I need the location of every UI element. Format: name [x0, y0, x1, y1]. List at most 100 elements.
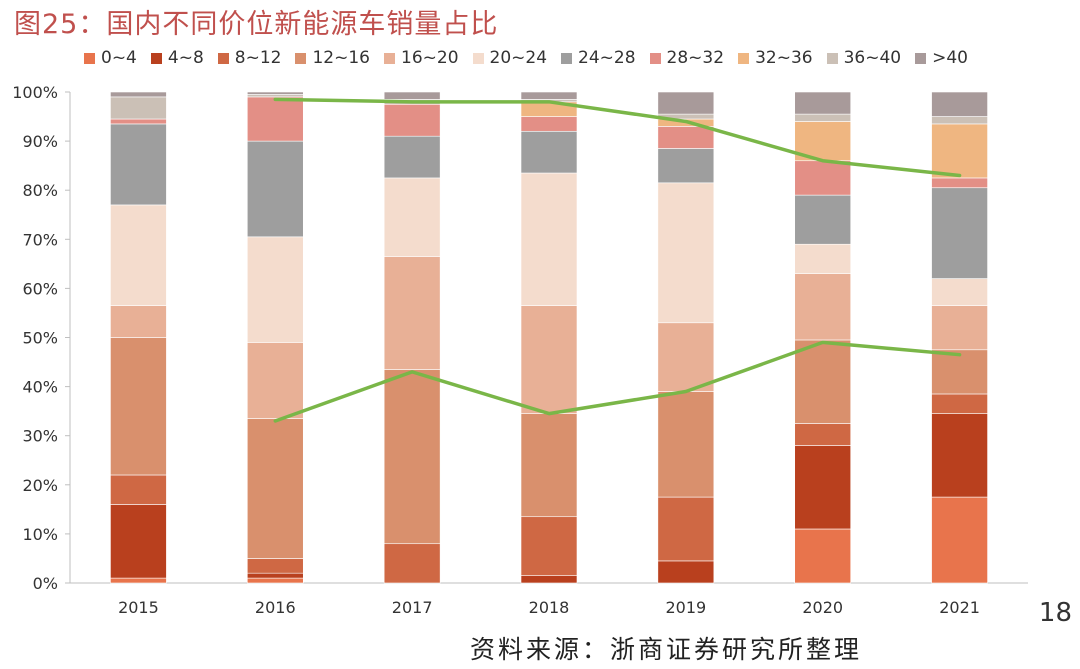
bar-segment [246, 96, 304, 142]
bar-segment [246, 572, 304, 579]
bar-segment [246, 558, 304, 574]
bar-segment [520, 172, 578, 306]
legend-label: 12~16 [312, 48, 370, 68]
bar-segment [110, 577, 167, 584]
legend-item: 8~12 [217, 48, 282, 68]
bar-segment [246, 342, 304, 419]
bar-segment [520, 516, 578, 576]
legend-swatch [295, 52, 307, 64]
bar-segment [110, 504, 167, 579]
bar-segment [657, 91, 715, 115]
legend-swatch [84, 52, 95, 64]
x-tick-label: 2016 [255, 598, 296, 617]
legend-item: 20~24 [472, 48, 548, 68]
bar-segment [931, 413, 988, 498]
y-tick-label: 40% [22, 378, 58, 397]
page-number: 18 [1038, 598, 1072, 628]
bar-segment [110, 337, 167, 476]
legend-item: >40 [915, 48, 968, 68]
bar-segment [794, 445, 852, 530]
legend-label: 28~32 [666, 48, 725, 68]
bar-segment [794, 273, 852, 341]
legend-label: 36~40 [843, 48, 902, 68]
legend-label: 16~20 [401, 48, 459, 68]
bar-segment [931, 116, 988, 125]
legend-label: 8~12 [234, 48, 282, 68]
legend-label: >40 [932, 48, 968, 68]
bar-segment [520, 413, 578, 518]
bar-segment [246, 418, 304, 559]
bar-segment [246, 140, 304, 238]
bar-segment [110, 118, 167, 125]
bar-segment [657, 148, 715, 184]
legend-swatch [915, 52, 927, 64]
y-tick-label: 0% [33, 574, 58, 593]
y-tick-label: 20% [22, 476, 58, 495]
y-tick-label: 70% [22, 230, 58, 249]
bar-segment [246, 577, 304, 584]
bar-segment [794, 160, 852, 196]
bar-segment [383, 369, 441, 545]
legend-item: 32~36 [738, 48, 813, 68]
legend-item: 0~4 [84, 48, 137, 68]
x-tick-label: 2018 [529, 598, 570, 617]
bar-segment [246, 91, 304, 95]
bar-segment [110, 96, 167, 120]
legend-swatch [384, 52, 395, 64]
legend-swatch [738, 52, 750, 64]
bar-segment [794, 423, 852, 446]
x-tick-label: 2015 [118, 598, 159, 617]
bar-segment [383, 543, 441, 584]
bar-segment [931, 123, 988, 179]
bar-segment [383, 91, 441, 100]
bar-segment [110, 474, 167, 505]
y-tick-label: 10% [22, 525, 58, 544]
bar-segment [931, 393, 988, 414]
bar-segment [383, 177, 441, 257]
bar-segment [110, 204, 167, 306]
bar-segment [794, 528, 852, 584]
bar-segment [520, 575, 578, 584]
bar-segment [931, 91, 988, 117]
x-tick-label: 2021 [939, 598, 980, 617]
bar-segment [110, 91, 167, 98]
y-tick-label: 100% [12, 83, 58, 102]
x-tick-label: 2020 [802, 598, 843, 617]
legend-swatch [217, 52, 229, 64]
legend-swatch [561, 52, 573, 64]
legend-label: 24~28 [578, 48, 636, 68]
source-note: 资料来源：浙商证券研究所整理 [470, 635, 863, 664]
legend-label: 0~4 [101, 48, 137, 68]
bar-segment [931, 177, 988, 189]
y-tick-label: 50% [22, 329, 58, 348]
bar-segment [520, 91, 578, 100]
legend-label: 20~24 [489, 48, 548, 68]
bar-segment [520, 130, 578, 174]
legend-swatch [472, 52, 484, 64]
legend-item: 28~32 [649, 48, 725, 68]
bar-segment [657, 126, 715, 149]
trend-line [273, 340, 962, 423]
y-tick-label: 90% [22, 132, 58, 151]
bar-segment [794, 194, 852, 245]
bar-segment [931, 278, 988, 306]
bar-segment [246, 236, 304, 343]
bar-segment [110, 305, 167, 338]
legend-swatch [826, 52, 838, 64]
bar-segment [520, 305, 578, 414]
legend-label: 4~8 [167, 48, 204, 68]
bar-segment [794, 243, 852, 274]
legend-item: 36~40 [826, 48, 902, 68]
bar-segment [794, 91, 852, 115]
chart-legend: 0~4 4~8 8~12 12~16 16~20 20~24 24~28 28~32 32~36… [84, 44, 968, 72]
bar-segment [657, 560, 715, 584]
legend-swatch [649, 52, 661, 64]
legend-item: 12~16 [295, 48, 370, 68]
bar-segment [657, 391, 715, 498]
y-tick-label: 60% [22, 279, 58, 298]
legend-swatch [150, 52, 162, 64]
legend-item: 4~8 [150, 48, 204, 68]
bar-segment [383, 256, 441, 370]
legend-label: 32~36 [755, 48, 813, 68]
bar-segment [657, 182, 715, 324]
